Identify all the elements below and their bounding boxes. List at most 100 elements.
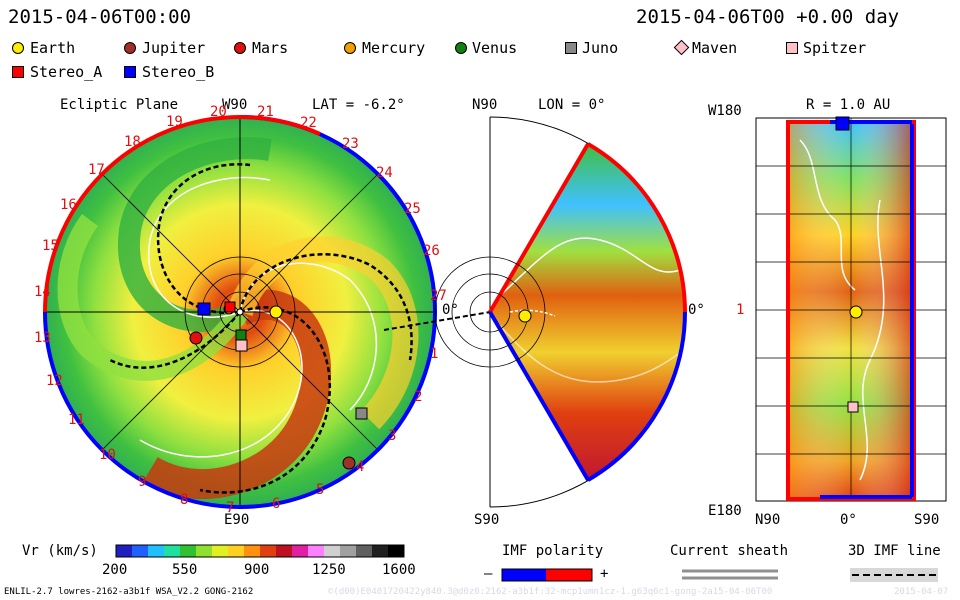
juno-marker-icon <box>355 407 368 420</box>
earth-marker-icon <box>269 305 283 319</box>
colorbar-swatch <box>116 545 133 557</box>
right-timestamp: 2015-04-06T00 +0.00 day <box>636 6 900 28</box>
ecliptic-bottom-label: E90 <box>224 512 250 528</box>
legend-jupiter: Jupiter <box>142 39 206 57</box>
ring-day-label: 4 <box>356 459 365 475</box>
meridional-right-label: 0° <box>688 302 705 318</box>
ring-day-label: 21 <box>257 104 274 120</box>
stereo-b-marker-icon <box>124 66 136 78</box>
earth-marker-icon <box>849 305 863 319</box>
stereo-b-marker-icon <box>835 116 850 131</box>
ring-day-label: 1 <box>430 346 439 362</box>
venus-marker-icon <box>455 42 467 54</box>
legend-maven: Maven <box>692 39 738 57</box>
stereo-a-marker-icon <box>224 301 236 313</box>
colorbar-swatch <box>260 545 277 557</box>
imf-plus-label: + <box>600 566 609 582</box>
imf-minus-label: – <box>484 566 493 582</box>
stereo-b-marker-icon <box>197 302 211 316</box>
sun-icon <box>236 308 244 316</box>
meridional-bottom-label: S90 <box>474 512 500 528</box>
ring-day-label: 10 <box>99 447 116 463</box>
ring-day-label: 12 <box>46 373 63 389</box>
imf-negative-swatch <box>502 569 546 581</box>
legend-stereo-a: Stereo_A <box>30 63 103 81</box>
ring-day-label: 17 <box>88 162 105 178</box>
earth-marker-icon <box>12 42 24 54</box>
ring-day-label: 8 <box>180 492 189 508</box>
spitzer-marker-icon <box>847 401 859 413</box>
ring-day-label: 15 <box>42 238 59 254</box>
imf-polarity-title: IMF polarity <box>502 543 604 559</box>
ring-day-label: 16 <box>60 197 77 213</box>
colorbar-tick: 900 <box>244 562 270 578</box>
colorbar-tick: 1600 <box>382 562 416 578</box>
colorbar-swatch <box>244 545 261 557</box>
radial-title: R = 1.0 AU <box>806 97 891 113</box>
radial-bottom-left-label: E180 <box>708 503 742 519</box>
ghost-footer-right: 2015-04-07 <box>894 587 949 597</box>
colorbar-swatch <box>180 545 197 557</box>
ring-day-label: 26 <box>423 243 440 259</box>
legend-spitzer: Spitzer <box>803 39 867 57</box>
colorbar-swatch <box>276 545 293 557</box>
radial-x-label-n90: N90 <box>755 512 781 528</box>
colorbar-swatch <box>228 545 245 557</box>
ecliptic-lat-label: LAT = -6.2° <box>312 97 405 113</box>
ring-day-label: 14 <box>34 284 51 300</box>
ring-day-label: 19 <box>166 114 183 130</box>
ecliptic-top-label: W90 <box>222 97 248 113</box>
ring-day-label: 24 <box>376 165 393 181</box>
ghost-footer: ©(d00)E0401720422y840.3@d0z0:2162-a3b1f:… <box>328 587 773 597</box>
colorbar-tick: 200 <box>102 562 128 578</box>
radial-top-left-label: W180 <box>708 103 742 119</box>
ring-day-label: 20 <box>210 104 227 120</box>
colorbar-swatch <box>148 545 165 557</box>
ring-day-label: 18 <box>124 134 141 150</box>
meridional-top-label: N90 <box>472 97 498 113</box>
ring-day-label: 5 <box>316 482 325 498</box>
ecliptic-plane-plot <box>43 114 491 509</box>
radial-plot <box>755 116 947 502</box>
meridional-plot <box>434 116 687 508</box>
ring-day-label: 25 <box>404 201 421 217</box>
left-timestamp: 2015-04-06T00:00 <box>8 6 192 28</box>
jupiter-marker-icon <box>124 42 136 54</box>
ring-day-label: 9 <box>138 474 147 490</box>
stereo-a-marker-icon <box>12 66 24 78</box>
jupiter-marker-icon <box>342 456 356 470</box>
ecliptic-title: Ecliptic Plane <box>60 97 179 113</box>
colorbar-swatch <box>132 545 149 557</box>
ring-day-label: 7 <box>226 500 235 516</box>
legend-earth: Earth <box>30 39 76 57</box>
imf-line-title: 3D IMF line <box>848 543 941 559</box>
radial-x-label-s90: S90 <box>914 512 940 528</box>
colorbar <box>116 545 405 557</box>
radial-x-label-0: 0° <box>840 512 857 528</box>
colorbar-title: Vr (km/s) <box>22 543 98 559</box>
ring-day-label: 27 <box>430 288 447 304</box>
ring-day-label: 13 <box>34 330 51 346</box>
mars-marker-icon <box>189 331 203 345</box>
colorbar-swatch <box>372 545 389 557</box>
colorbar-swatch <box>212 545 229 557</box>
radial-mid-label: 1 <box>736 302 745 318</box>
colorbar-swatch <box>308 545 325 557</box>
ring-day-label: 22 <box>300 115 317 131</box>
ring-day-label: 23 <box>342 136 359 152</box>
colorbar-swatch <box>324 545 341 557</box>
legend-stereo-b: Stereo_B <box>142 63 215 81</box>
spitzer-marker-icon <box>786 42 798 54</box>
legend-mercury: Mercury <box>362 39 426 57</box>
venus-marker-icon <box>235 329 247 341</box>
legend-juno: Juno <box>582 39 619 57</box>
colorbar-swatch <box>388 545 405 557</box>
colorbar-swatch <box>356 545 373 557</box>
colorbar-swatch <box>196 545 213 557</box>
mars-marker-icon <box>234 42 246 54</box>
current-sheath-title: Current sheath <box>670 543 789 559</box>
earth-marker-icon <box>518 309 532 323</box>
ecliptic-right-label: 0° <box>442 302 459 318</box>
imf-positive-swatch <box>546 569 592 581</box>
